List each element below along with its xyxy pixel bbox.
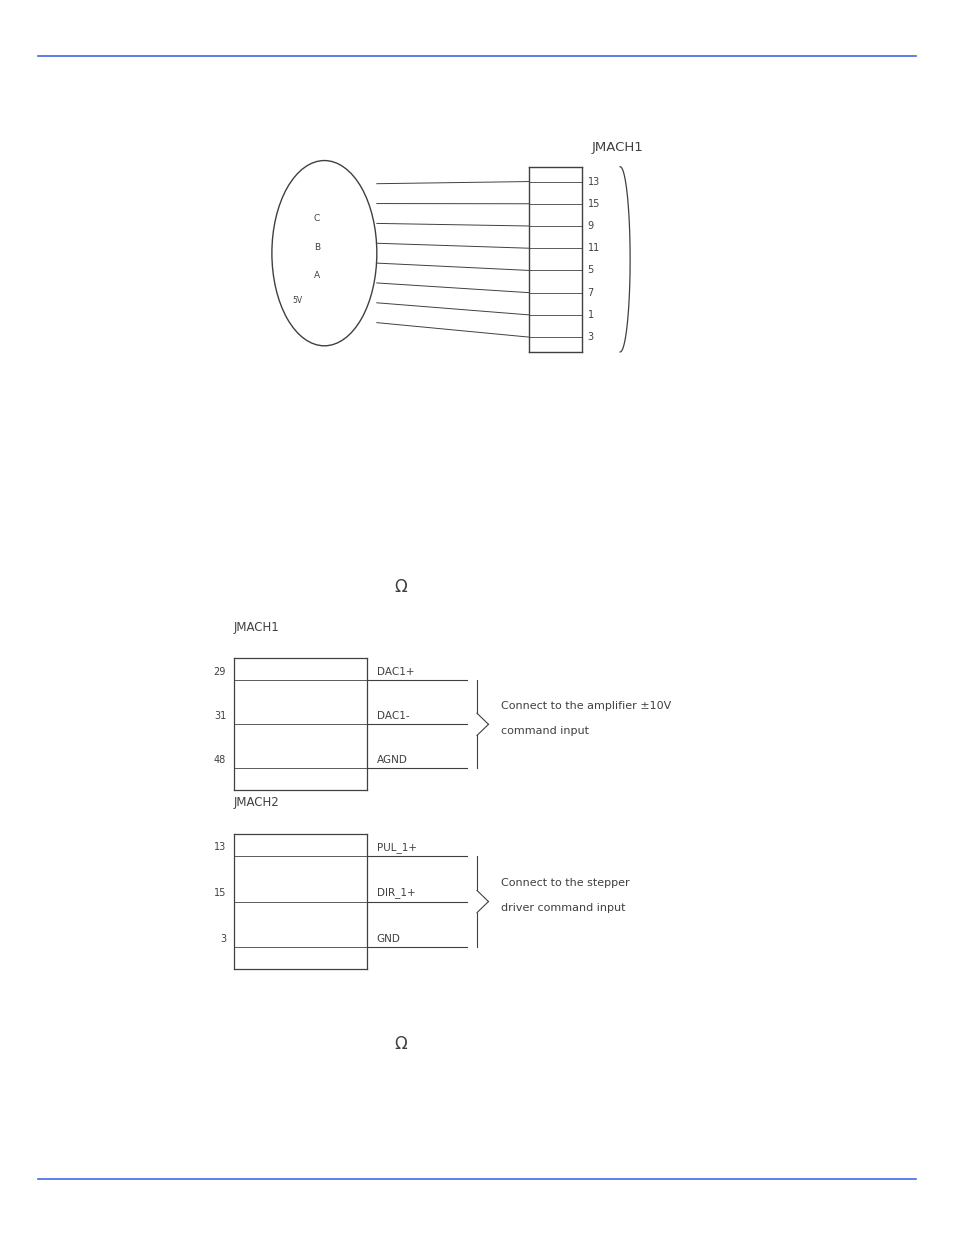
Text: JMACH1: JMACH1	[591, 141, 642, 154]
Text: GND: GND	[376, 934, 400, 944]
Text: Connect to the stepper: Connect to the stepper	[500, 878, 629, 888]
Text: AGND: AGND	[376, 755, 407, 764]
Text: 1: 1	[587, 310, 593, 320]
Text: 5: 5	[587, 266, 594, 275]
Text: driver command input: driver command input	[500, 903, 625, 913]
Text: Ω: Ω	[394, 578, 407, 595]
Text: JMACH2: JMACH2	[233, 795, 279, 809]
Text: 29: 29	[213, 667, 226, 677]
Text: 3: 3	[587, 332, 593, 342]
Text: command input: command input	[500, 726, 588, 736]
Text: C: C	[314, 214, 319, 224]
Text: 48: 48	[213, 755, 226, 764]
Text: 15: 15	[587, 199, 599, 209]
Text: 9: 9	[587, 221, 593, 231]
Text: Ω: Ω	[394, 1035, 407, 1052]
Text: A: A	[314, 270, 319, 280]
Text: 31: 31	[213, 710, 226, 721]
Text: 7: 7	[587, 288, 594, 298]
Text: DIR_1+: DIR_1+	[376, 888, 415, 898]
Text: B: B	[314, 242, 319, 252]
Text: 15: 15	[213, 888, 226, 898]
Text: DAC1-: DAC1-	[376, 710, 409, 721]
Text: 13: 13	[587, 177, 599, 186]
Text: Connect to the amplifier ±10V: Connect to the amplifier ±10V	[500, 701, 670, 711]
Text: 3: 3	[220, 934, 226, 944]
Text: JMACH1: JMACH1	[233, 620, 279, 634]
Text: PUL_1+: PUL_1+	[376, 842, 416, 852]
Text: 11: 11	[587, 243, 599, 253]
Text: DAC1+: DAC1+	[376, 667, 414, 677]
Text: 5V: 5V	[293, 295, 302, 305]
Text: 13: 13	[213, 842, 226, 852]
